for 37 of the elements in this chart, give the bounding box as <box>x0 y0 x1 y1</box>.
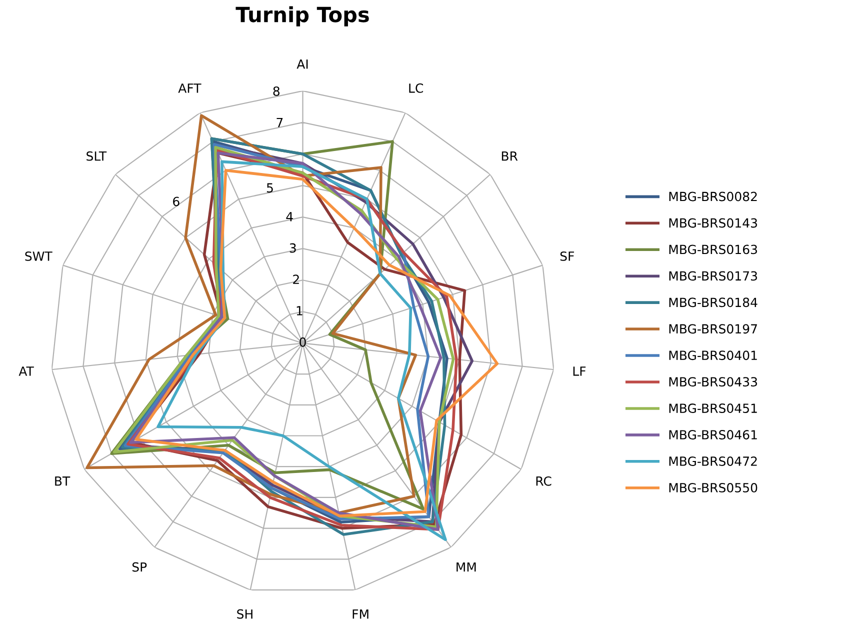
spoke-label: AFT <box>178 84 202 93</box>
legend-label: MBG-BRS0173 <box>669 271 757 281</box>
legend-label: MBG-BRS0433 <box>669 377 757 387</box>
y-tick-label: 1 <box>296 306 302 316</box>
legend-label: MBG-BRS0163 <box>669 244 757 254</box>
y-tick-label: 7 <box>276 118 283 128</box>
legend-label: MBG-BRS0550 <box>669 482 758 492</box>
spoke-label: SH <box>237 609 252 619</box>
legend-label: MBG-BRS0082 <box>669 192 757 202</box>
y-tick-label: 6 <box>173 196 180 206</box>
legend-label: MBG-BRS0472 <box>669 456 757 466</box>
spoke-label: RC <box>536 476 552 486</box>
y-tick-label: 0 <box>300 337 306 347</box>
legend-label: MBG-BRS0461 <box>669 430 757 440</box>
legend-label: MBG-BRS0401 <box>669 350 757 360</box>
spoke-label: AI <box>296 60 308 69</box>
y-tick-label: 8 <box>273 86 280 96</box>
spoke-label: SF <box>560 251 574 261</box>
legend-label: MBG-BRS0451 <box>669 404 757 414</box>
y-tick-label: 4 <box>286 212 293 222</box>
spoke-label: SLT <box>86 151 107 161</box>
y-tick-label: 3 <box>290 243 296 253</box>
legend-label: MBG-BRS0197 <box>669 324 757 334</box>
spoke-label: AT <box>18 366 34 376</box>
chart-title: Turnip Tops <box>236 6 369 26</box>
spoke-label: SWT <box>25 251 52 261</box>
y-tick-label: 5 <box>266 183 273 193</box>
spoke-label: BR <box>502 152 518 161</box>
spoke-label: FM <box>352 609 368 619</box>
spoke-label: MM <box>456 562 476 572</box>
legend-label: MBG-BRS0143 <box>669 218 757 228</box>
spoke-label: SP <box>132 562 147 572</box>
spoke-label: BT <box>55 476 70 486</box>
spoke-label: LF <box>573 366 586 376</box>
spoke-label: LC <box>409 83 423 93</box>
legend-label: MBG-BRS0184 <box>669 298 758 308</box>
y-tick-label: 2 <box>293 274 299 284</box>
